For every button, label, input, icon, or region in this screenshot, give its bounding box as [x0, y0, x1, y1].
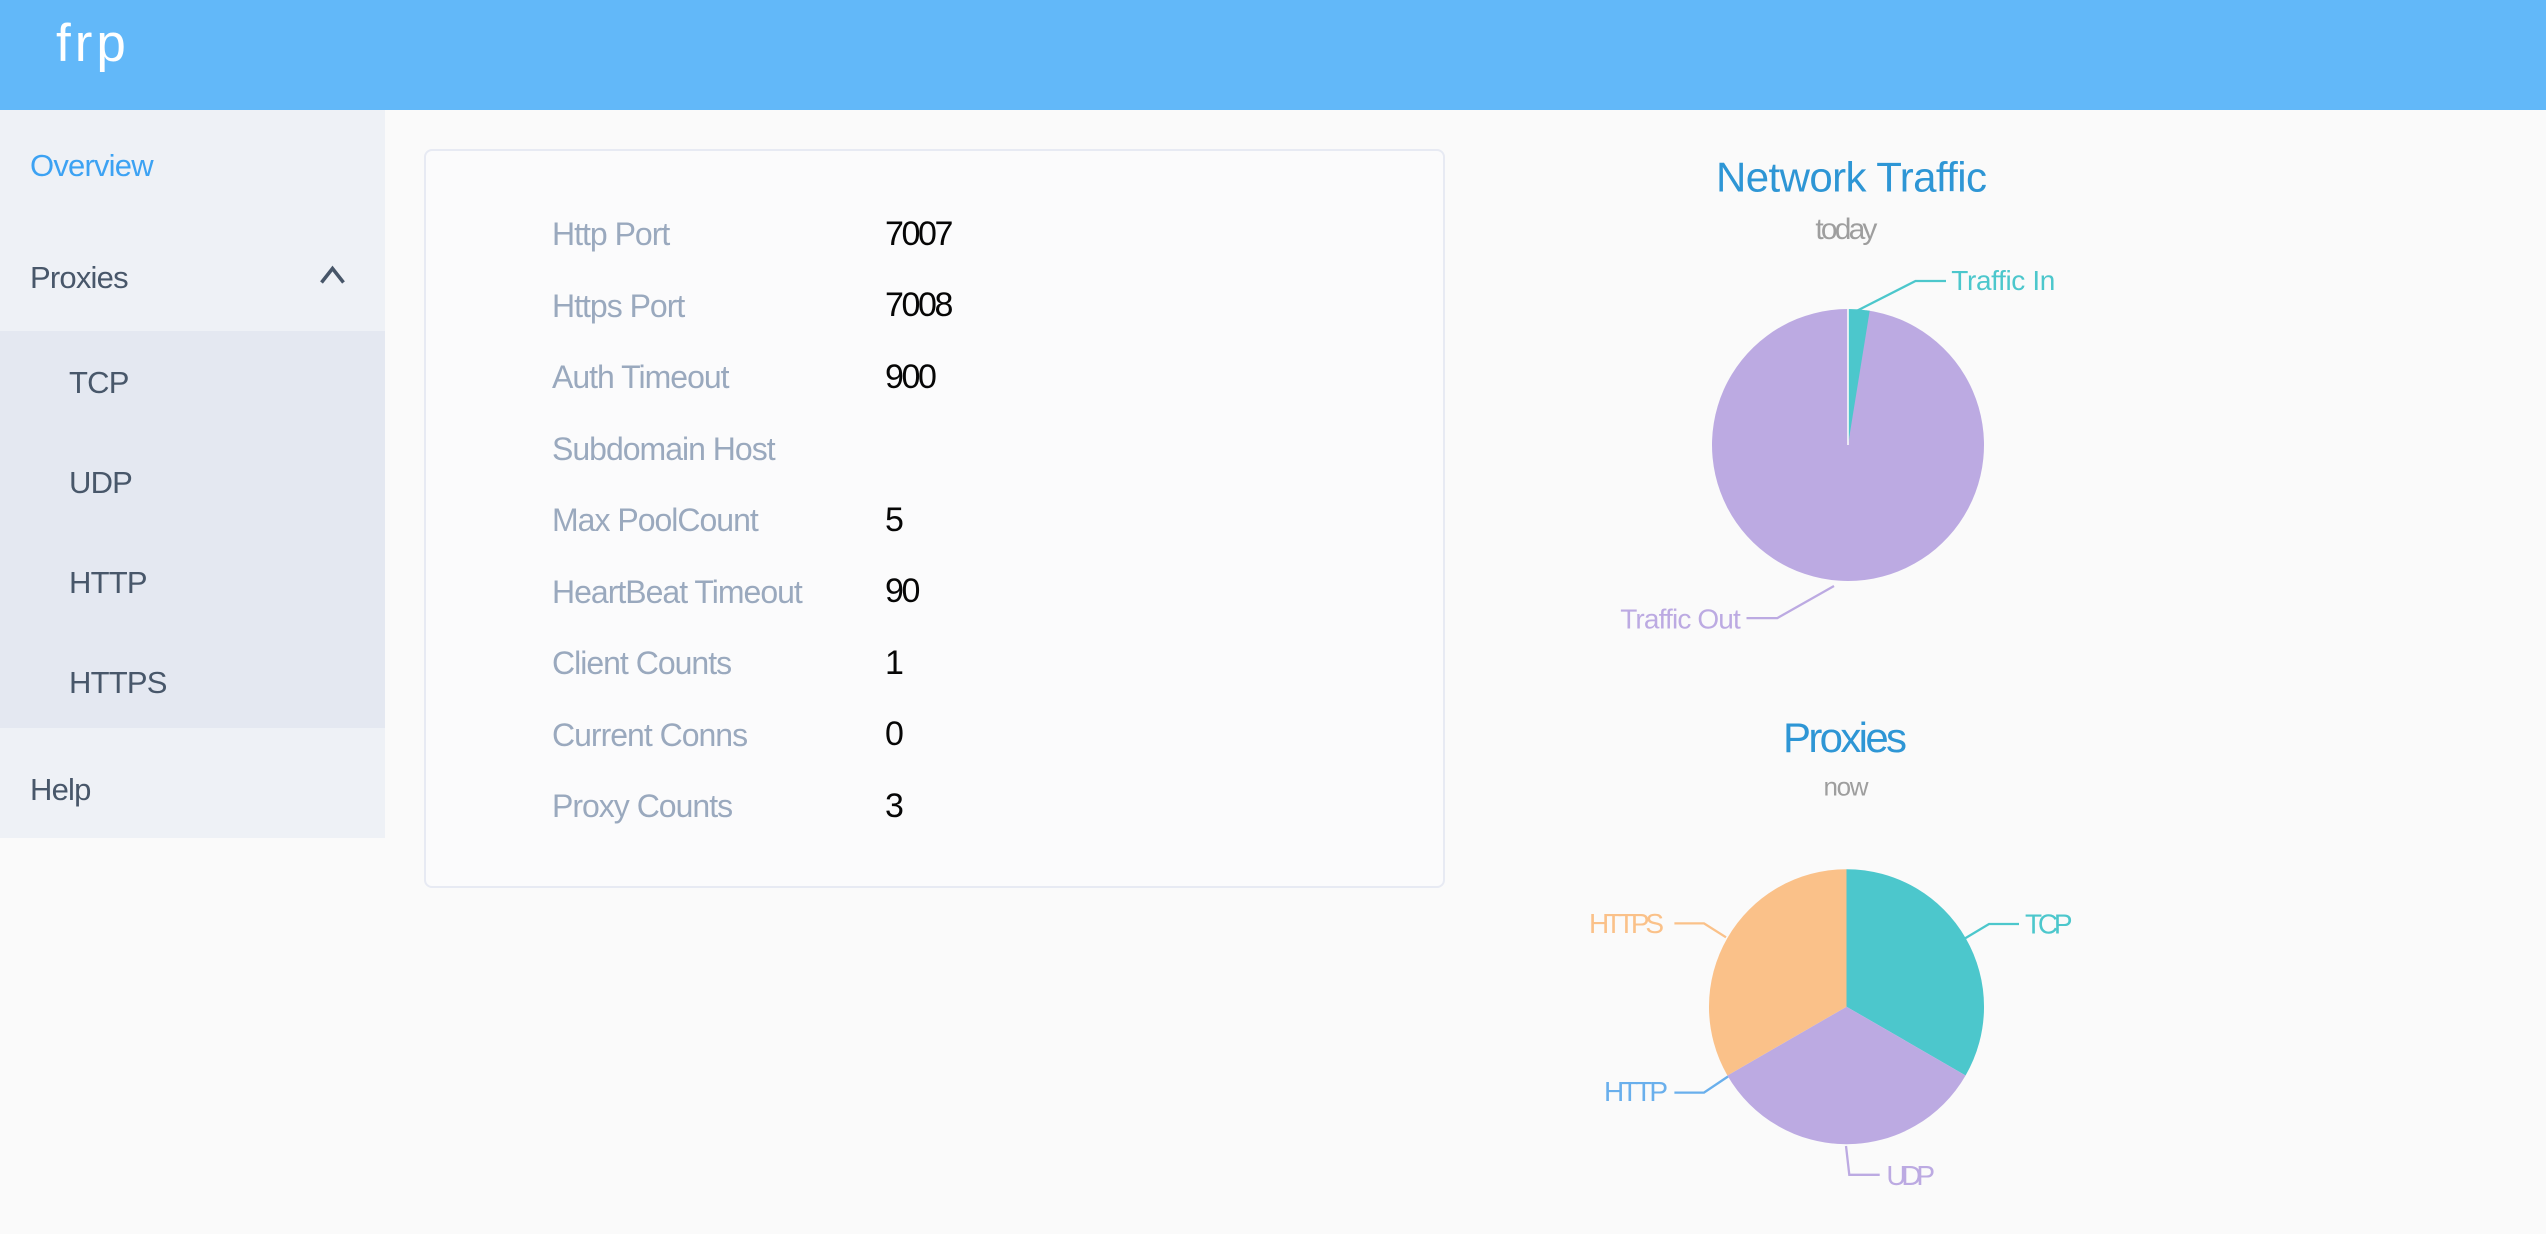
svg-text:today: today — [1815, 213, 1877, 246]
svg-text:HTTP: HTTP — [1604, 1076, 1668, 1107]
svg-text:Traffic In: Traffic In — [1951, 265, 2055, 296]
svg-text:Network Traffic: Network Traffic — [1716, 154, 1987, 201]
svg-text:now: now — [1824, 772, 1869, 802]
svg-text:Proxies: Proxies — [1783, 714, 1907, 761]
svg-text:HTTPS: HTTPS — [1589, 908, 1664, 939]
svg-text:UDP: UDP — [1886, 1160, 1935, 1191]
svg-text:Traffic Out: Traffic Out — [1620, 604, 1741, 635]
svg-text:TCP: TCP — [2025, 908, 2073, 939]
